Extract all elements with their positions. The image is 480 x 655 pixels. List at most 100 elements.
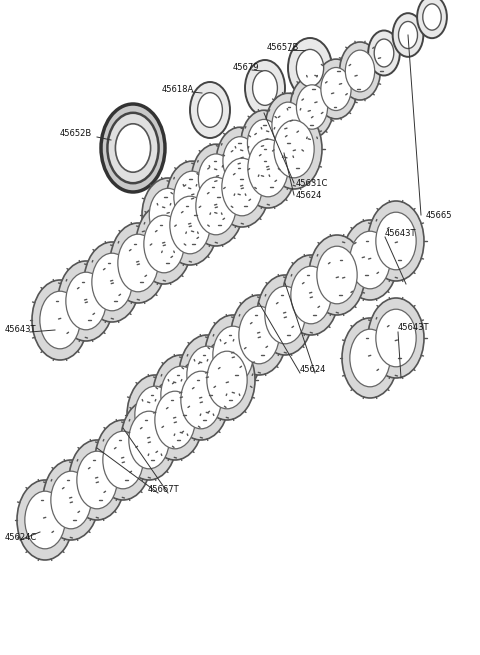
Ellipse shape [196, 178, 236, 234]
Ellipse shape [368, 298, 424, 378]
Ellipse shape [368, 201, 424, 281]
Ellipse shape [247, 119, 281, 166]
Ellipse shape [222, 159, 262, 215]
Ellipse shape [376, 212, 416, 270]
Ellipse shape [265, 93, 311, 157]
Ellipse shape [266, 109, 322, 189]
Ellipse shape [121, 400, 177, 480]
Ellipse shape [144, 215, 184, 272]
Ellipse shape [216, 127, 264, 195]
Ellipse shape [248, 140, 288, 196]
Ellipse shape [17, 480, 73, 560]
Ellipse shape [25, 491, 65, 549]
Text: 45643T: 45643T [385, 229, 417, 238]
Text: 45631C: 45631C [296, 179, 328, 187]
Ellipse shape [188, 166, 244, 246]
Ellipse shape [40, 291, 80, 349]
Ellipse shape [241, 110, 287, 176]
Ellipse shape [288, 38, 332, 98]
Ellipse shape [66, 272, 106, 330]
Ellipse shape [174, 171, 210, 223]
Ellipse shape [274, 121, 314, 178]
Ellipse shape [118, 234, 158, 291]
Text: 45643T: 45643T [5, 326, 36, 335]
Ellipse shape [290, 76, 334, 138]
Text: 45679: 45679 [233, 62, 260, 71]
Ellipse shape [257, 275, 313, 355]
Text: 45652B: 45652B [60, 130, 92, 138]
Ellipse shape [350, 231, 390, 289]
Ellipse shape [340, 42, 380, 100]
Ellipse shape [155, 391, 195, 449]
Ellipse shape [127, 375, 183, 455]
Text: 45665: 45665 [426, 210, 453, 219]
Ellipse shape [92, 253, 132, 311]
Ellipse shape [376, 309, 416, 367]
Ellipse shape [321, 67, 351, 111]
Ellipse shape [423, 4, 441, 30]
Ellipse shape [283, 255, 339, 335]
Ellipse shape [315, 59, 357, 119]
Text: 45624: 45624 [300, 365, 326, 375]
Ellipse shape [393, 13, 423, 57]
Ellipse shape [252, 71, 277, 105]
Ellipse shape [167, 161, 217, 233]
Ellipse shape [187, 346, 227, 403]
Ellipse shape [95, 420, 151, 500]
Ellipse shape [103, 431, 143, 489]
Ellipse shape [350, 329, 390, 387]
Ellipse shape [199, 340, 255, 420]
Ellipse shape [240, 128, 296, 208]
Ellipse shape [129, 411, 169, 469]
Ellipse shape [147, 380, 203, 460]
Text: 45624C: 45624C [5, 534, 37, 542]
Ellipse shape [69, 440, 125, 520]
Ellipse shape [296, 49, 324, 86]
Ellipse shape [84, 242, 140, 322]
Ellipse shape [192, 144, 240, 214]
Ellipse shape [170, 196, 210, 253]
Ellipse shape [309, 235, 365, 315]
Ellipse shape [136, 204, 192, 284]
Ellipse shape [345, 50, 375, 92]
Ellipse shape [214, 147, 270, 227]
Ellipse shape [110, 223, 166, 303]
Ellipse shape [342, 220, 398, 300]
Ellipse shape [179, 335, 235, 415]
Ellipse shape [213, 326, 253, 384]
Ellipse shape [149, 189, 187, 242]
Ellipse shape [161, 366, 201, 424]
Ellipse shape [265, 286, 305, 344]
Ellipse shape [297, 84, 327, 129]
Text: 45624: 45624 [296, 191, 323, 200]
Ellipse shape [398, 22, 418, 48]
Ellipse shape [51, 471, 91, 529]
Ellipse shape [190, 82, 230, 138]
Ellipse shape [245, 60, 285, 116]
Ellipse shape [77, 451, 117, 509]
Text: 45667T: 45667T [148, 485, 180, 495]
Text: 45643T: 45643T [398, 324, 430, 333]
Text: 45618A: 45618A [162, 84, 194, 94]
Ellipse shape [291, 266, 331, 324]
Ellipse shape [32, 280, 88, 360]
Ellipse shape [231, 295, 287, 375]
Ellipse shape [58, 261, 114, 341]
Ellipse shape [198, 154, 234, 204]
Text: 45657B: 45657B [267, 43, 300, 52]
Ellipse shape [181, 371, 221, 429]
Ellipse shape [142, 178, 194, 252]
Ellipse shape [153, 355, 209, 435]
Ellipse shape [198, 92, 222, 127]
Ellipse shape [417, 0, 447, 38]
Ellipse shape [173, 360, 229, 440]
Ellipse shape [108, 113, 158, 183]
Ellipse shape [162, 185, 218, 265]
Ellipse shape [374, 39, 394, 67]
Ellipse shape [115, 124, 151, 172]
Ellipse shape [368, 31, 400, 75]
Ellipse shape [223, 137, 257, 185]
Ellipse shape [272, 102, 304, 148]
Ellipse shape [135, 386, 175, 444]
Ellipse shape [207, 351, 247, 409]
